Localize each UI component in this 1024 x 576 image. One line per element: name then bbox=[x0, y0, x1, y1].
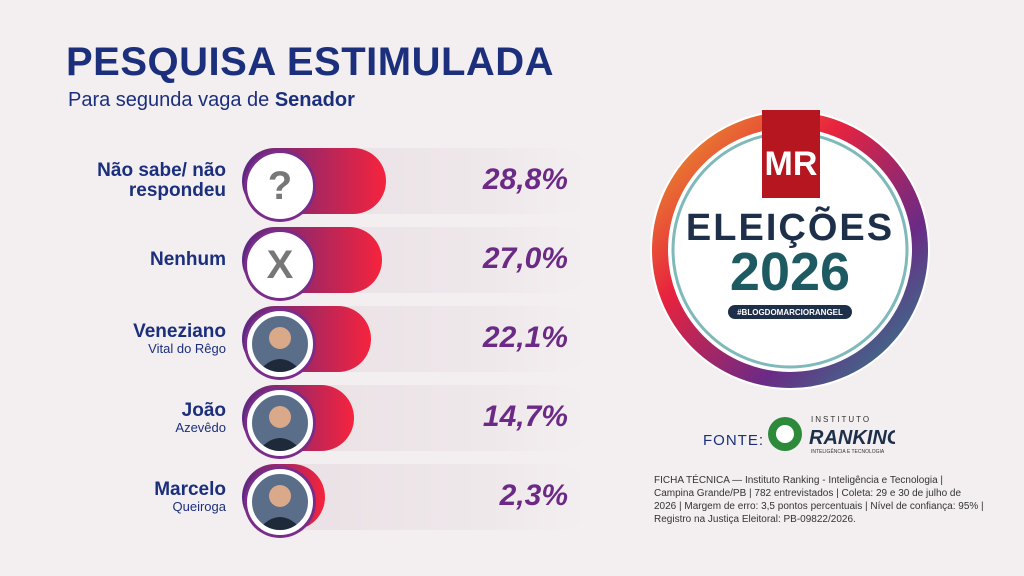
suit bbox=[258, 359, 302, 372]
portrait bbox=[258, 327, 302, 372]
category-name: João bbox=[181, 400, 226, 421]
face bbox=[269, 485, 291, 507]
icon bbox=[247, 390, 313, 456]
category-name: Nenhum bbox=[150, 249, 226, 270]
icon-text: ? bbox=[267, 163, 293, 208]
institute-top: INSTITUTO bbox=[811, 415, 871, 424]
value-label: 22,1% bbox=[482, 321, 568, 354]
icon bbox=[247, 311, 313, 377]
category-label: João Azevêdo bbox=[66, 401, 226, 435]
icon-text: X bbox=[266, 242, 294, 287]
icon: X bbox=[247, 232, 313, 298]
institute-logo: INSTITUTO RANKING INTELIGÊNCIA E TECNOLO… bbox=[768, 415, 895, 455]
institute-icon-inner bbox=[776, 425, 794, 443]
category-note: Vital do Rêgo bbox=[148, 341, 226, 356]
technical-sheet: FICHA TÉCNICA — Instituto Ranking - Inte… bbox=[654, 475, 984, 525]
category-name: Não sabe/ não respondeu bbox=[97, 160, 226, 201]
logo-line1: ELEIÇÕES bbox=[686, 205, 894, 249]
category-label: Não sabe/ não respondeu bbox=[66, 161, 226, 201]
category-label: Marcelo Queiroga bbox=[66, 480, 226, 514]
face bbox=[269, 327, 291, 349]
subtitle-text: Para segunda vaga de bbox=[68, 89, 270, 111]
logo-bg bbox=[650, 110, 930, 390]
icon: ? bbox=[247, 153, 313, 219]
logo-badge bbox=[762, 110, 820, 198]
source-label: FONTE: bbox=[703, 432, 764, 449]
chart-title: PESQUISA ESTIMULADA bbox=[66, 40, 555, 84]
category-note: Azevêdo bbox=[175, 420, 226, 435]
subtitle-emphasis: Senador bbox=[274, 89, 355, 111]
logo-line2: 2026 bbox=[730, 242, 850, 302]
logo-tag-bg bbox=[728, 305, 852, 319]
value-label: 27,0% bbox=[482, 242, 568, 275]
chart-subtitle: Para segunda vaga de Senador bbox=[68, 89, 355, 112]
category-name: Veneziano bbox=[133, 321, 226, 342]
category-label: Nenhum bbox=[66, 250, 226, 270]
icon bbox=[247, 469, 313, 535]
category-note: Queiroga bbox=[172, 499, 226, 514]
value-label: 14,7% bbox=[482, 400, 568, 433]
value-label: 28,8% bbox=[482, 163, 568, 196]
logo: MR ELEIÇÕES 2026 #BLOGDOMARCIORANGEL bbox=[650, 110, 930, 390]
institute-name: RANKING bbox=[809, 427, 895, 449]
face bbox=[269, 406, 291, 428]
portrait bbox=[258, 485, 302, 530]
category-label: Veneziano Vital do Rêgo bbox=[66, 322, 226, 356]
institute-sub: INTELIGÊNCIA E TECNOLOGIA bbox=[811, 447, 885, 455]
suit bbox=[258, 517, 302, 530]
suit bbox=[258, 438, 302, 451]
category-name: Marcelo bbox=[154, 479, 226, 500]
logo-tag: #BLOGDOMARCIORANGEL bbox=[737, 308, 843, 317]
value-label: 2,3% bbox=[499, 479, 568, 512]
portrait bbox=[258, 406, 302, 451]
logo-brand: MR bbox=[765, 145, 818, 183]
